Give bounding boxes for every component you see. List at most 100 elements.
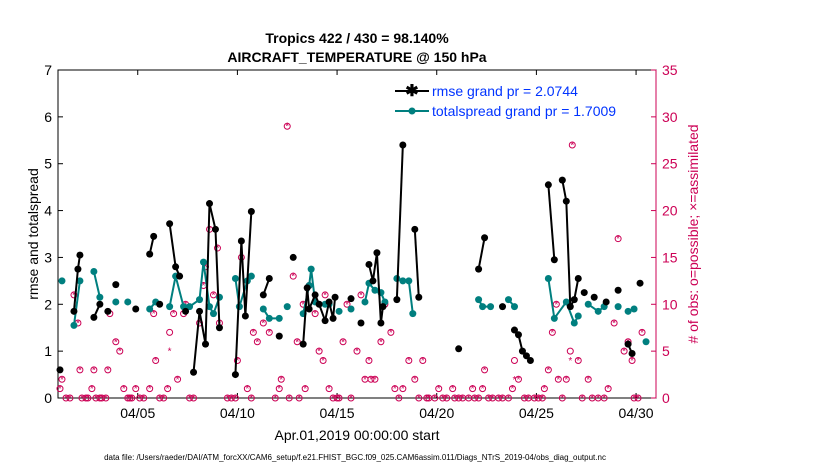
obs-possible-marker xyxy=(475,394,483,402)
rmse-point xyxy=(365,260,373,268)
rmse-point xyxy=(369,277,377,285)
obs-possible-marker xyxy=(247,394,255,402)
x-axis: 04/05 04/10 04/15 04/20 04/25 04/30 xyxy=(120,70,654,421)
totalspread-point xyxy=(112,298,120,306)
y-tick-label: 1 xyxy=(44,343,52,359)
obs-possible-marker xyxy=(514,375,522,383)
rmse-point xyxy=(182,307,190,315)
y2-tick-label: 15 xyxy=(662,249,678,265)
obs-assimilated-marker: * xyxy=(526,394,530,405)
obs-possible-marker xyxy=(160,394,168,402)
obs-assimilated-marker: * xyxy=(511,384,515,395)
obs-possible-marker xyxy=(343,300,351,308)
obs-assimilated-marker: * xyxy=(532,394,536,405)
y-tick-label: 2 xyxy=(44,296,52,312)
obs-assimilated-marker: * xyxy=(317,347,321,358)
obs-possible-marker xyxy=(419,357,427,365)
rmse-point xyxy=(522,352,530,360)
y-tick-label: 5 xyxy=(44,156,52,172)
rmse-point xyxy=(166,220,174,228)
obs-assimilated-marker: * xyxy=(90,384,94,395)
obs-assimilated-marker: * xyxy=(389,328,393,339)
totalspread-point xyxy=(347,305,355,313)
totalspread-line xyxy=(72,280,81,326)
obs-possible-marker xyxy=(391,385,399,393)
totalspread-point xyxy=(96,293,104,301)
obs-possible-marker xyxy=(411,375,419,383)
rmse-point xyxy=(415,293,423,301)
obs-assimilated-marker: * xyxy=(522,394,526,405)
obs-assimilated-marker: * xyxy=(279,375,283,386)
rmse-point xyxy=(377,319,385,327)
obs-possible-marker xyxy=(190,394,198,402)
obs-assimilated-marker: * xyxy=(301,300,305,311)
obs-assimilated-marker: * xyxy=(216,244,220,255)
rmse-point xyxy=(299,340,307,348)
obs-assimilated-marker: * xyxy=(152,309,156,320)
data-file-footnote: data file: /Users/raeder/DAI/ATM_forcXX/… xyxy=(104,453,606,462)
rmse-point xyxy=(544,181,552,189)
obs-possible-marker xyxy=(405,357,413,365)
totalspread-point xyxy=(570,319,578,327)
obs-possible-marker xyxy=(186,394,194,402)
rmse-point xyxy=(550,256,558,264)
obs-possible-marker xyxy=(213,244,221,252)
totalspread-point xyxy=(405,277,413,285)
obs-possible-marker xyxy=(415,394,423,402)
rmse-point xyxy=(196,307,204,315)
obs-assimilated-marker: * xyxy=(570,140,574,151)
x-tick-label: 04/25 xyxy=(519,405,554,421)
rmse-series xyxy=(56,141,644,379)
rmse-line xyxy=(547,184,556,260)
rmse-point xyxy=(526,357,534,365)
rmse-point xyxy=(580,289,588,297)
obs-assimilated-marker: * xyxy=(483,365,487,376)
legend-spread-label: totalspread grand pr = 1.7009 xyxy=(432,103,616,119)
totalspread-point xyxy=(124,298,132,306)
obs-assimilated-marker: * xyxy=(212,290,216,301)
obs-possible-marker xyxy=(562,375,570,383)
obs-assimilated-marker: * xyxy=(554,300,558,311)
obs-assimilated-marker: * xyxy=(68,394,72,405)
rmse-point xyxy=(150,232,158,240)
obs-assimilated-marker: * xyxy=(379,337,383,348)
obs-assimilated-marker: * xyxy=(225,394,229,405)
obs-possible-marker xyxy=(481,366,489,374)
rmse-point xyxy=(104,307,112,315)
rmse-point xyxy=(455,345,463,353)
rmse-point xyxy=(321,317,329,325)
rmse-line xyxy=(192,203,221,373)
obs-assimilated-marker: * xyxy=(331,394,335,405)
totalspread-point xyxy=(630,305,638,313)
obs-assimilated-marker: * xyxy=(576,356,580,367)
totalspread-point xyxy=(475,296,483,304)
obs-possible-marker xyxy=(558,394,566,402)
obs-assimilated-marker: * xyxy=(104,394,108,405)
obs-possible-marker xyxy=(614,235,622,243)
obs-assimilated-marker: * xyxy=(517,375,521,386)
obs-possible-marker xyxy=(431,394,439,402)
obs-possible-marker xyxy=(485,394,493,402)
obs-assimilated-marker: * xyxy=(297,394,301,405)
obs-possible-marker xyxy=(443,394,451,402)
totalspread-point xyxy=(550,314,558,322)
obs-assimilated-marker: * xyxy=(176,375,180,386)
rmse-point xyxy=(499,303,507,311)
legend-rmse-marker: ✱ xyxy=(405,83,418,100)
obs-possible-marker xyxy=(610,319,618,327)
totalspread-point xyxy=(614,303,622,311)
obs-possible-marker xyxy=(295,394,303,402)
rmse-point xyxy=(237,237,245,245)
rmse-point xyxy=(518,347,526,355)
obs-count-markers: *** ***** ***** ** *********** ***** ******* **… xyxy=(56,122,646,405)
rmse-point xyxy=(411,225,419,233)
obs-assimilated-marker: * xyxy=(556,375,560,386)
obs-assimilated-marker: * xyxy=(612,319,616,330)
totalspread-point xyxy=(371,286,379,294)
obs-assimilated-marker: * xyxy=(425,394,429,405)
obs-possible-marker xyxy=(164,385,172,393)
obs-assimilated-marker: * xyxy=(457,394,461,405)
totalspread-point xyxy=(361,298,369,306)
rmse-point xyxy=(289,253,297,261)
legend-spread-marker xyxy=(408,107,416,115)
